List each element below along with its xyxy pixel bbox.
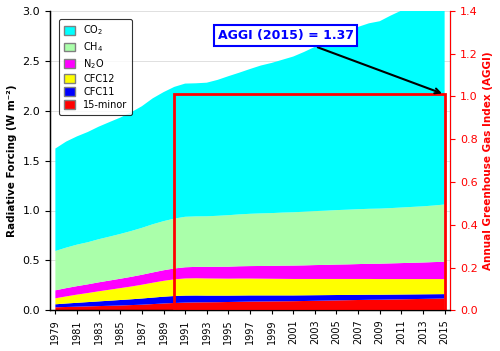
Legend: CO$_2$, CH$_4$, N$_2$O, CFC12, CFC11, 15-minor: CO$_2$, CH$_4$, N$_2$O, CFC12, CFC11, 15… [59, 19, 132, 114]
Text: AGGI (2015) = 1.37: AGGI (2015) = 1.37 [218, 29, 440, 93]
Y-axis label: Annual Greenhouse Gas Index (AGGI): Annual Greenhouse Gas Index (AGGI) [483, 51, 493, 270]
Bar [174, 94, 444, 310]
Y-axis label: Radiative Forcing (W m⁻²): Radiative Forcing (W m⁻²) [7, 84, 17, 237]
